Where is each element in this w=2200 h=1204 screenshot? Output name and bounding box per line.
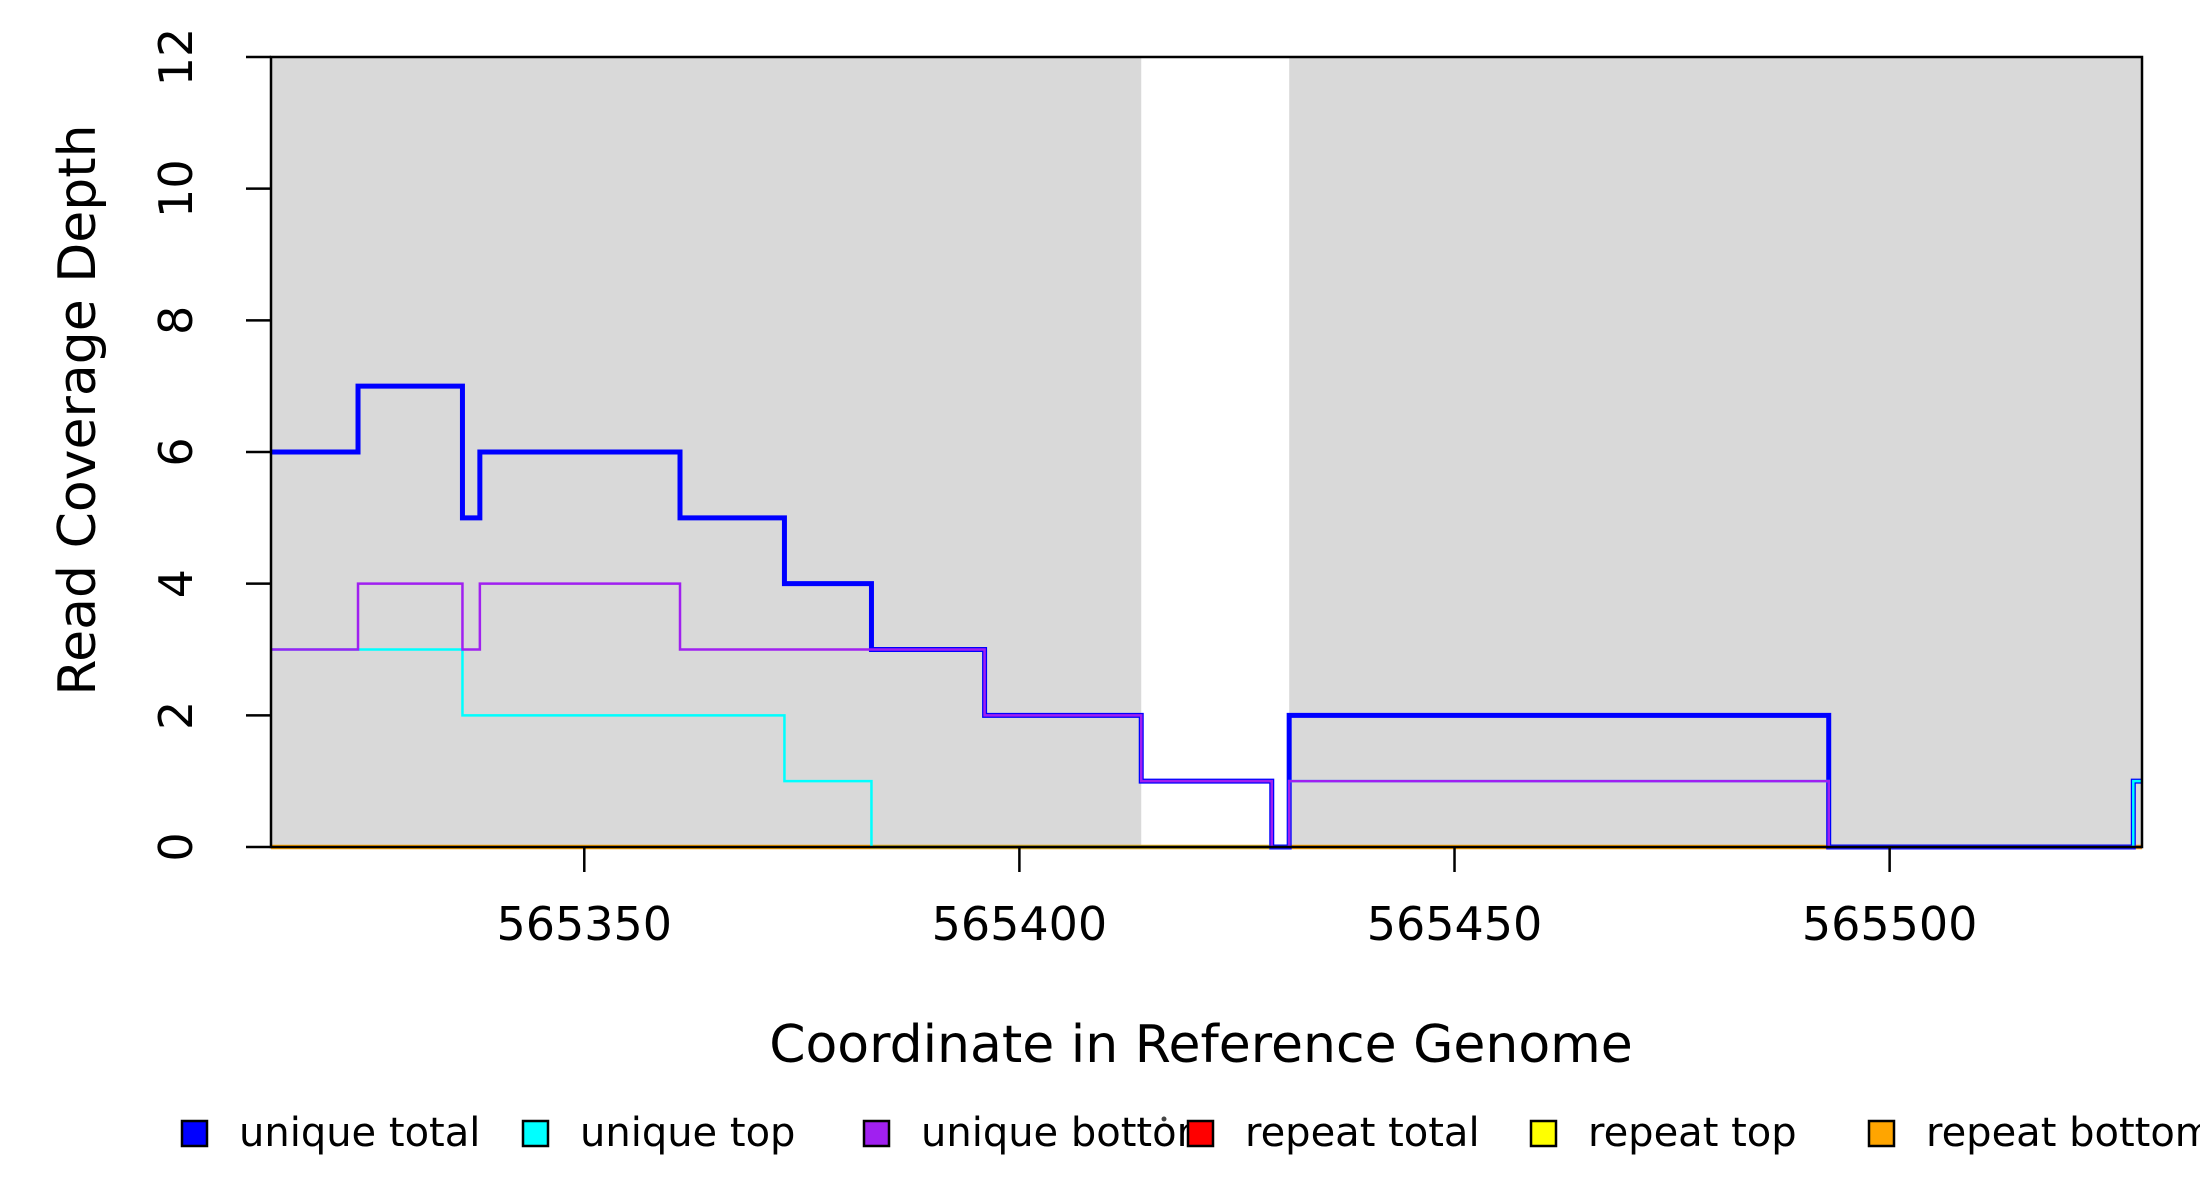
legend-item-repeat-total: repeat total: [1186, 1110, 1480, 1156]
x-tick-label: 565350: [496, 897, 672, 951]
y-tick-label: 12: [149, 28, 203, 87]
legend-swatch-repeat-total: [1186, 1119, 1215, 1148]
legend-item-unique-top: unique top: [521, 1110, 795, 1156]
legend-label: repeat bottom: [1926, 1110, 2200, 1156]
x-tick-label: 565500: [1802, 897, 1978, 951]
shaded-regions: [271, 57, 2142, 847]
legend-label: repeat total: [1245, 1110, 1480, 1156]
legend-label: repeat top: [1588, 1110, 1797, 1156]
x-axis-label: Coordinate in Reference Genome: [769, 1015, 1633, 1075]
x-tick-label: 565400: [932, 897, 1108, 951]
stray-dot: [1161, 1116, 1167, 1122]
legend-label: unique total: [239, 1110, 480, 1156]
legend-item-unique-bottom: unique bottom: [862, 1110, 1216, 1156]
y-tick-label: 2: [149, 701, 203, 730]
legend-item-unique-total: unique total: [180, 1110, 480, 1156]
y-axis-label: Read Coverage Depth: [48, 124, 108, 695]
y-tick-label: 8: [149, 306, 203, 335]
legend-item-repeat-top: repeat top: [1529, 1110, 1797, 1156]
legend-label: unique bottom: [921, 1110, 1216, 1156]
legend-swatch-unique-total: [180, 1119, 209, 1148]
y-tick-label: 10: [149, 159, 203, 218]
legend-swatch-repeat-bottom: [1867, 1119, 1896, 1148]
legend-swatch-repeat-top: [1529, 1119, 1558, 1148]
legend: unique total unique top unique bottom repea…: [180, 1110, 2200, 1156]
x-tick-label: 565450: [1367, 897, 1543, 951]
legend-item-repeat-bottom: repeat bottom: [1867, 1110, 2200, 1156]
x-axis: 565350 565400 565450 565500: [496, 847, 1977, 951]
shaded-region: [271, 57, 1142, 847]
y-tick-label: 6: [149, 437, 203, 466]
y-tick-label: 4: [149, 569, 203, 598]
legend-swatch-unique-top: [521, 1119, 550, 1148]
legend-label: unique top: [580, 1110, 795, 1156]
y-axis: 0 2 4 6 8 10 12: [149, 28, 271, 862]
y-tick-label: 0: [149, 832, 203, 861]
shaded-region: [1289, 57, 2142, 847]
series-line-unique-bottom: [271, 582, 2142, 849]
legend-swatch-unique-bottom: [862, 1119, 891, 1148]
